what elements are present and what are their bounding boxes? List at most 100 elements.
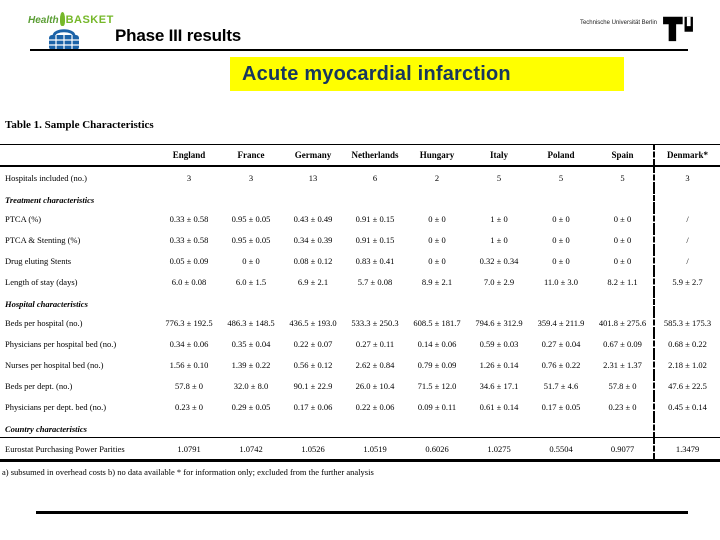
cell: 5 <box>620 172 625 183</box>
cell: 2 <box>434 172 440 183</box>
cell: 34.6 ± 17.1 <box>479 380 519 391</box>
cell: 0 ± 0 <box>428 255 446 266</box>
cell: 0.09 ± 0.11 <box>417 401 457 412</box>
logo-word-health: Health <box>28 15 59 26</box>
table-row: PTCA (%) 0.33 ± 0.58 0.95 ± 0.05 0.43 ± 0.4… <box>0 208 720 229</box>
cell: 2.62 ± 0.84 <box>355 359 395 370</box>
cell: 0.27 ± 0.11 <box>355 338 395 349</box>
cell: 0.68 ± 0.22 <box>653 333 720 354</box>
cell: 0.33 ± 0.58 <box>169 234 209 245</box>
cell: 47.6 ± 22.5 <box>653 375 720 396</box>
cell: 6.0 ± 0.08 <box>171 276 207 287</box>
cell: 0.17 ± 0.06 <box>293 401 333 412</box>
cell: 6 <box>372 172 378 183</box>
cell: 90.1 ± 22.9 <box>293 380 333 391</box>
table-footnote: a) subsumed in overhead costs b) no data… <box>2 467 374 477</box>
cell: 0.56 ± 0.12 <box>293 359 333 370</box>
cell: 0.67 ± 0.09 <box>603 338 642 349</box>
bottom-divider <box>36 511 688 514</box>
cell: 0.23 ± 0 <box>174 401 204 412</box>
cell: 776.3 ± 192.5 <box>165 317 213 328</box>
cell: 5 <box>558 172 564 183</box>
cell: 0.14 ± 0.06 <box>417 338 457 349</box>
cell: 0 ± 0 <box>428 213 446 224</box>
row-label: Beds per hospital (no.) <box>5 317 83 328</box>
header-divider <box>30 49 688 51</box>
sample-characteristics-table: England France Germany Netherlands Hungary It… <box>0 144 720 462</box>
section-row: Hospital characteristics <box>0 292 720 312</box>
cell: 794.6 ± 312.9 <box>475 317 523 328</box>
cell: 7.0 ± 2.9 <box>483 276 515 287</box>
cell: 13 <box>308 172 318 183</box>
cell: 0 ± 0 <box>613 213 632 224</box>
cell: 0.5504 <box>530 437 592 462</box>
cell: 1.0275 <box>468 437 530 462</box>
cell: 0.27 ± 0.04 <box>541 338 581 349</box>
row-label: Drug eluting Stents <box>5 255 72 266</box>
healthbasket-logo: Health BASKET <box>28 12 118 52</box>
section-denmark-spacer <box>653 188 720 208</box>
cell: / <box>653 250 720 271</box>
cell: 436.5 ± 193.0 <box>289 317 337 328</box>
cell: 0.32 ± 0.34 <box>479 255 519 266</box>
cell: 533.3 ± 250.3 <box>351 317 399 328</box>
cell: 0.34 ± 0.39 <box>293 234 333 245</box>
cell: 0.45 ± 0.14 <box>653 396 720 417</box>
slide-subtitle-banner: Acute myocardial infarction <box>230 57 624 91</box>
cell: 0.91 ± 0.15 <box>355 234 395 245</box>
table-row: Beds per dept. (no.) 57.8 ± 0 32.0 ± 8.0 90… <box>0 375 720 396</box>
cell: 0 ± 0 <box>613 234 632 245</box>
cell: 0.59 ± 0.03 <box>479 338 519 349</box>
cell: 0.76 ± 0.22 <box>541 359 581 370</box>
healthbasket-logo-text: Health BASKET <box>28 12 118 27</box>
cell: 0.05 ± 0.09 <box>169 255 209 266</box>
section-denmark-spacer <box>653 417 720 438</box>
column-header: Italy <box>490 150 508 160</box>
tu-berlin-icon <box>663 16 693 42</box>
row-label: Beds per dept. (no.) <box>5 380 73 391</box>
cell: 8.2 ± 1.1 <box>607 276 638 287</box>
row-label: Physicians per dept. bed (no.) <box>5 401 107 412</box>
cell: 0.29 ± 0.05 <box>231 401 271 412</box>
cell: 2.18 ± 1.02 <box>653 354 720 375</box>
table-row: Length of stay (days) 6.0 ± 0.08 6.0 ± 1.5… <box>0 271 720 292</box>
tu-berlin-name: Technische Universität Berlin <box>579 20 657 26</box>
column-header: Spain <box>611 150 634 160</box>
cell: / <box>653 229 720 250</box>
cell: 6.0 ± 1.5 <box>235 276 267 287</box>
table-row: Nurses per hospital bed (no.) 1.56 ± 0.10… <box>0 354 720 375</box>
cell: 0.33 ± 0.58 <box>169 213 209 224</box>
table-header-row: England France Germany Netherlands Hungary It… <box>0 144 720 166</box>
cell: 5.7 ± 0.08 <box>357 276 393 287</box>
column-header: France <box>237 150 265 160</box>
table-title: Table 1. Sample Characteristics <box>5 119 154 131</box>
cell: 0.22 ± 0.07 <box>293 338 333 349</box>
cell: 3 <box>248 172 254 183</box>
cell: 0.08 ± 0.12 <box>293 255 333 266</box>
section-label: Country characteristics <box>5 424 87 434</box>
cell: 1.26 ± 0.14 <box>479 359 519 370</box>
cell: 0.22 ± 0.06 <box>355 401 395 412</box>
cell: 0 ± 0 <box>428 234 446 245</box>
section-row: Country characteristics <box>0 417 720 438</box>
row-label: Nurses per hospital bed (no.) <box>5 359 104 370</box>
section-denmark-spacer <box>653 292 720 312</box>
section-label: Treatment characteristics <box>5 195 95 205</box>
table-row: Eurostat Purchasing Power Parities 1.0791… <box>0 437 720 462</box>
cell: 1.0526 <box>282 437 344 462</box>
column-header: Netherlands <box>351 150 399 160</box>
section-label: Hospital characteristics <box>5 299 88 309</box>
cell: 57.8 ± 0 <box>608 380 637 391</box>
cell: 0.61 ± 0.14 <box>479 401 519 412</box>
page-title: Phase III results <box>115 26 242 45</box>
cell: 11.0 ± 3.0 <box>543 276 579 287</box>
sample-characteristics-table-wrap: Table 1. Sample Characteristics England F… <box>0 112 720 477</box>
cell: 57.8 ± 0 <box>174 380 204 391</box>
table-row: Beds per hospital (no.) 776.3 ± 192.5 486.… <box>0 312 720 333</box>
cell: 51.7 ± 4.6 <box>543 380 579 391</box>
row-label: Physicians per hospital bed (no.) <box>5 338 117 349</box>
column-header: Germany <box>294 150 332 160</box>
cell: 0 ± 0 <box>242 255 260 266</box>
cell: 3 <box>186 172 192 183</box>
cell: 8.9 ± 2.1 <box>421 276 453 287</box>
